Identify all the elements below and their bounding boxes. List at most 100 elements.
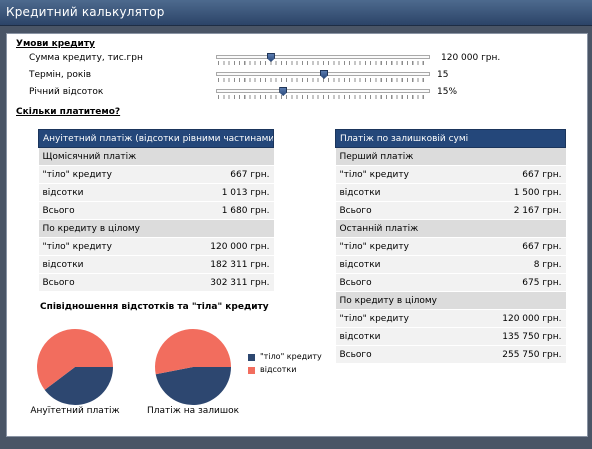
term-slider[interactable] xyxy=(216,69,430,83)
declining-row: "тіло" кредиту 667 грн. xyxy=(335,165,566,184)
row-label: відсотки xyxy=(335,327,478,346)
row-value: 8 грн. xyxy=(477,255,566,274)
declining-section-row: Останній платіж xyxy=(335,219,566,238)
title-bar: Кредитний калькулятор xyxy=(0,0,592,26)
annuity-section-row: По кредиту в цілому xyxy=(38,219,274,238)
row-label: Всього xyxy=(335,273,478,292)
row-value xyxy=(477,219,566,238)
slider-thumb[interactable] xyxy=(320,70,328,79)
row-value: 182 311 грн. xyxy=(182,255,274,274)
legend-swatch-body xyxy=(248,354,255,361)
slider-ticks xyxy=(218,61,428,65)
row-label: Всього xyxy=(335,345,478,364)
annuity-row: Всього 1 680 грн. xyxy=(38,201,274,220)
row-value: 1 680 грн. xyxy=(182,201,274,220)
row-value: 135 750 грн. xyxy=(477,327,566,346)
pie-label-annuity: Ануїтетний платіж xyxy=(30,406,120,416)
row-label: "тіло" кредиту xyxy=(335,309,478,328)
row-label: "тіло" кредиту xyxy=(38,165,183,184)
row-value xyxy=(182,219,274,238)
row-label: Останній платіж xyxy=(335,219,478,238)
slider-rail xyxy=(216,55,430,59)
row-value xyxy=(477,147,566,166)
row-label: Щомісячний платіж xyxy=(38,147,183,166)
row-value: 255 750 грн. xyxy=(477,345,566,364)
term-value: 15 xyxy=(437,70,449,80)
chart-title: Співідношення відстотків та "тіла" креди… xyxy=(40,302,269,312)
declining-row: Всього 255 750 грн. xyxy=(335,345,566,364)
row-label: По кредиту в цілому xyxy=(335,291,478,310)
declining-row: відсотки 8 грн. xyxy=(335,255,566,274)
declining-row: відсотки 135 750 грн. xyxy=(335,327,566,346)
annuity-row: Всього 302 311 грн. xyxy=(38,273,274,292)
row-label: Всього xyxy=(335,201,478,220)
declining-section-row: По кредиту в цілому xyxy=(335,291,566,310)
pie-1 xyxy=(155,329,231,405)
results-heading: Скільки платитемо? xyxy=(16,107,121,117)
row-label: "тіло" кредиту xyxy=(38,237,183,256)
pie-slice-body xyxy=(155,367,231,405)
row-value: 1 013 грн. xyxy=(182,183,274,202)
pie-0 xyxy=(37,329,113,405)
row-label: відсотки xyxy=(38,183,183,202)
row-label: По кредиту в цілому xyxy=(38,219,183,238)
loan-amount-slider[interactable] xyxy=(216,52,430,66)
annuity-row: "тіло" кредиту 120 000 грн. xyxy=(38,237,274,256)
calculator-panel: Умови кредиту Сумма кредиту, тис.грн 120… xyxy=(6,33,588,437)
row-label: відсотки xyxy=(335,255,478,274)
annuity-row: "тіло" кредиту 667 грн. xyxy=(38,165,274,184)
row-value: 2 167 грн. xyxy=(477,201,566,220)
declining-table-header: Платіж по залишковій сумі xyxy=(334,129,567,148)
row-value: 120 000 грн. xyxy=(182,237,274,256)
declining-row: відсотки 1 500 грн. xyxy=(335,183,566,202)
declining-row: "тіло" кредиту 120 000 грн. xyxy=(335,309,566,328)
row-value: 667 грн. xyxy=(182,165,274,184)
row-label: Перший платіж xyxy=(335,147,478,166)
declining-table: Платіж по залишковій сумі Перший платіж "… xyxy=(334,129,567,364)
conditions-heading: Умови кредиту xyxy=(16,39,95,49)
slider-ticks xyxy=(218,78,428,82)
annuity-table: Ануітетний платіж (відсотки рівними част… xyxy=(37,129,275,292)
pie-slice-interest xyxy=(37,329,113,390)
row-label: "тіло" кредиту xyxy=(335,165,478,184)
legend-label-interest: відсотки xyxy=(260,365,297,374)
pie-label-declining: Платіж на залишок xyxy=(146,406,240,416)
declining-header-cell: Платіж по залишковій сумі xyxy=(334,129,567,148)
row-value: 120 000 грн. xyxy=(477,309,566,328)
row-label: відсотки xyxy=(38,255,183,274)
pie-charts xyxy=(37,329,231,405)
loan-amount-value: 120 000 грн. xyxy=(441,53,501,63)
annuity-row: відсотки 1 013 грн. xyxy=(38,183,274,202)
row-label: Всього xyxy=(38,273,183,292)
annuity-table-header: Ануітетний платіж (відсотки рівними част… xyxy=(37,129,275,148)
slider-rail xyxy=(216,89,430,93)
row-value: 1 500 грн. xyxy=(477,183,566,202)
row-value xyxy=(182,147,274,166)
declining-row: "тіло" кредиту 667 грн. xyxy=(335,237,566,256)
annuity-header-cell: Ануітетний платіж (відсотки рівними част… xyxy=(37,129,275,148)
legend-label-body: "тіло" кредиту xyxy=(260,352,322,361)
row-value: 667 грн. xyxy=(477,165,566,184)
pie-slice-interest xyxy=(155,329,231,375)
declining-row: Всього 675 грн. xyxy=(335,273,566,292)
declining-row: Всього 2 167 грн. xyxy=(335,201,566,220)
annuity-section-row: Щомісячний платіж xyxy=(38,147,274,166)
row-value: 302 311 грн. xyxy=(182,273,274,292)
slider-thumb[interactable] xyxy=(266,53,275,62)
row-label: відсотки xyxy=(335,183,478,202)
row-value: 667 грн. xyxy=(477,237,566,256)
annuity-row: відсотки 182 311 грн. xyxy=(38,255,274,274)
slider-thumb[interactable] xyxy=(279,87,288,96)
legend-swatch-interest xyxy=(248,367,255,374)
rate-slider[interactable] xyxy=(216,86,430,100)
window-title: Кредитний калькулятор xyxy=(6,5,165,19)
row-label: Всього xyxy=(38,201,183,220)
slider-ticks xyxy=(218,95,428,99)
row-label: "тіло" кредиту xyxy=(335,237,478,256)
rate-label: Річний відсоток xyxy=(29,87,104,97)
row-value: 675 грн. xyxy=(477,273,566,292)
loan-amount-label: Сумма кредиту, тис.грн xyxy=(29,53,143,63)
term-label: Термін, років xyxy=(29,70,92,80)
row-value xyxy=(477,291,566,310)
declining-section-row: Перший платіж xyxy=(335,147,566,166)
